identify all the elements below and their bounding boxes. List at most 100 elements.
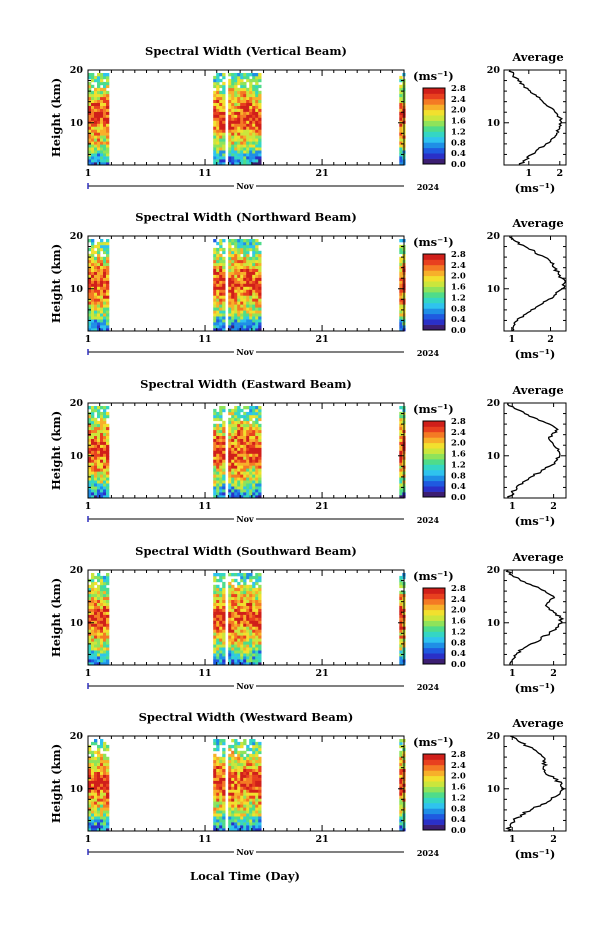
- heatmap-cell: [255, 578, 259, 583]
- heatmap-cell: [399, 638, 403, 642]
- heatmap-cell: [234, 78, 238, 83]
- heatmap-cell: [249, 786, 253, 790]
- colorbar-swatch: [423, 786, 445, 793]
- heatmap-cell: [255, 132, 259, 136]
- heatmap-cell: [252, 632, 256, 636]
- colorbar-tick-label: 0.8: [451, 804, 466, 814]
- heatmap-cell: [234, 298, 238, 302]
- heatmap-cell: [240, 262, 244, 266]
- heatmap-cell: [97, 123, 101, 127]
- heatmap-cell: [94, 150, 98, 154]
- heatmap-cell: [228, 450, 232, 454]
- heatmap-cell: [94, 816, 98, 820]
- heatmap-cell: [228, 647, 232, 651]
- heatmap-cell: [399, 798, 403, 802]
- heatmap-cell: [246, 753, 250, 758]
- month-label-bg: [234, 346, 256, 356]
- heatmap-cell: [249, 310, 253, 314]
- heatmap-cell: [399, 277, 403, 281]
- heatmap-cell: [399, 132, 403, 136]
- heatmap-cell: [231, 277, 235, 281]
- heatmap-cell: [103, 822, 107, 826]
- heatmap-cell: [231, 438, 235, 442]
- heatmap-cell: [243, 328, 247, 332]
- heatmap-cell: [216, 453, 220, 457]
- heatmap-cell: [246, 162, 250, 166]
- heatmap-cell: [100, 444, 104, 448]
- heatmap-cell: [240, 162, 244, 166]
- heatmap-cell: [255, 659, 259, 663]
- heatmap-cell: [216, 611, 220, 615]
- heatmap-cell: [213, 114, 217, 118]
- heatmap-cell: [100, 596, 104, 600]
- heatmap-cell: [103, 313, 107, 317]
- heatmap-cell: [252, 159, 256, 163]
- heatmap-cell: [228, 295, 232, 299]
- heatmap-cell: [216, 587, 220, 592]
- colorbar-swatch: [423, 264, 445, 271]
- heatmap-cell: [255, 241, 259, 246]
- heatmap-cell: [234, 411, 238, 416]
- heatmap-cell: [106, 662, 110, 666]
- heatmap-cell: [249, 587, 253, 592]
- heatmap-cell: [222, 765, 226, 769]
- colorbar-tick-label: 1.2: [451, 127, 466, 137]
- heatmap-cell: [97, 102, 101, 106]
- heatmap-cell: [100, 659, 104, 663]
- heatmap-cell: [219, 587, 223, 592]
- heatmap-cell: [246, 620, 250, 624]
- heatmap-cell: [100, 298, 104, 302]
- heatmap-cell: [94, 474, 98, 478]
- heatmap-cell: [255, 605, 259, 609]
- heatmap-cell: [246, 90, 250, 95]
- heatmap-cell: [222, 777, 226, 781]
- heatmap-cell: [399, 453, 403, 457]
- heatmap-cell: [216, 75, 220, 80]
- heatmap-cell: [399, 438, 403, 442]
- colorbar-tick-label: 1.6: [451, 783, 466, 793]
- heatmap-cell: [246, 289, 250, 293]
- heatmap-cell: [103, 438, 107, 442]
- heatmap-cell: [103, 792, 107, 796]
- heatmap-cell: [94, 90, 98, 95]
- heatmap-cell: [88, 635, 92, 639]
- heatmap-cell: [255, 653, 259, 657]
- colorbar-tick-label: 2.8: [451, 750, 466, 760]
- heatmap-cell: [231, 307, 235, 311]
- heatmap-cell: [255, 492, 259, 496]
- colorbar-tick-label: 1.2: [451, 793, 466, 803]
- heatmap-cell: [258, 453, 262, 457]
- heatmap-cell: [94, 432, 98, 436]
- heatmap-cell: [88, 141, 92, 145]
- heatmap-cell: [399, 414, 403, 419]
- heatmap-cell: [399, 792, 403, 796]
- heatmap-cell: [240, 480, 244, 484]
- heatmap-cell: [234, 241, 238, 246]
- heatmap-cell: [106, 295, 110, 299]
- heatmap-cell: [234, 813, 238, 817]
- heatmap-cell: [234, 789, 238, 793]
- heatmap-cell: [246, 444, 250, 448]
- heatmap-cell: [246, 268, 250, 272]
- heatmap-cell: [252, 825, 256, 829]
- heatmap-cell: [100, 162, 104, 166]
- heatmap-cell: [255, 620, 259, 624]
- heatmap-cell: [222, 259, 226, 264]
- heatmap-cell: [228, 765, 232, 769]
- heatmap-cell: [97, 289, 101, 293]
- heatmap-cell: [252, 256, 256, 261]
- heatmap-cell: [219, 239, 223, 243]
- heatmap-cell: [399, 771, 403, 775]
- heatmap-cell: [240, 156, 244, 160]
- heatmap-cell: [231, 816, 235, 820]
- heatmap-cell: [88, 620, 92, 624]
- heatmap-cell: [103, 744, 107, 749]
- heatmap-cell: [240, 93, 244, 98]
- colorbar-swatch: [423, 759, 445, 766]
- heatmap-cell: [246, 492, 250, 496]
- heatmap-cell: [243, 87, 247, 92]
- heatmap-cell: [88, 590, 92, 595]
- heatmap-cell: [399, 289, 403, 293]
- heatmap-cell: [88, 483, 92, 487]
- heatmap-cell: [228, 599, 232, 603]
